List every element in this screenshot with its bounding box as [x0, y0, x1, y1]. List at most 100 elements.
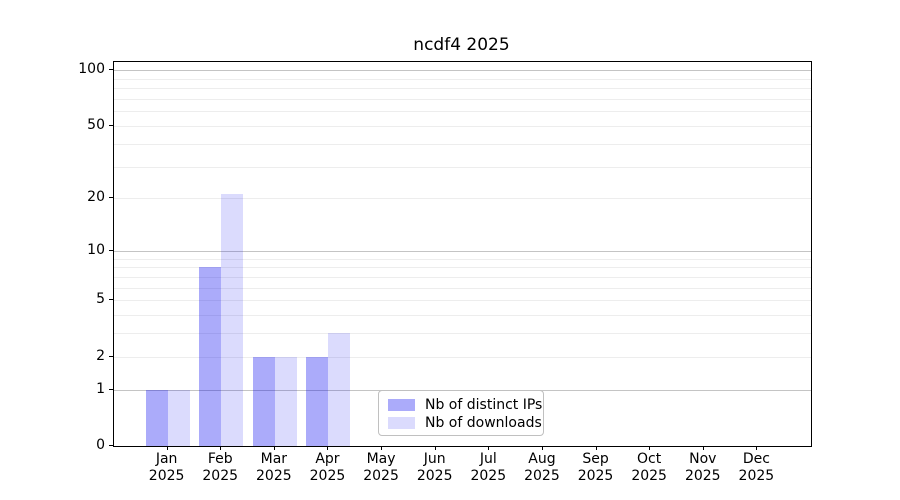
x-tick-mark — [166, 446, 168, 450]
x-tick-year: 2025 — [684, 468, 721, 484]
x-tick-mark — [756, 446, 758, 450]
legend-entry-downloads: Nb of downloads — [388, 414, 543, 432]
y-tick-mark — [109, 197, 113, 199]
x-tick-month: Jun — [423, 451, 446, 467]
x-tick-year: 2025 — [256, 468, 292, 484]
y-tick-mark — [109, 355, 113, 357]
x-tick-year: 2025 — [309, 468, 346, 484]
x-tick-year: 2025 — [416, 468, 453, 484]
bar-distinct-ips — [145, 389, 168, 446]
y-tick-mark — [109, 125, 113, 127]
legend-swatch-distinct-ips — [388, 399, 415, 411]
x-tick-label: Mar 2025 — [242, 451, 306, 485]
bar-distinct-ips — [306, 356, 329, 446]
x-tick-month: Nov — [689, 451, 717, 467]
y-tick-label: 2 — [96, 347, 105, 364]
minor-gridline — [114, 267, 811, 269]
bar-downloads — [167, 389, 190, 446]
x-tick-label: May 2025 — [349, 451, 413, 485]
x-tick-label: Jan 2025 — [135, 451, 199, 485]
x-tick-year: 2025 — [577, 468, 614, 484]
minor-gridline — [114, 126, 811, 128]
chart-title: ncdf4 2025 — [413, 35, 510, 55]
x-tick-year: 2025 — [524, 468, 560, 484]
minor-gridline — [114, 356, 811, 358]
x-tick-month: May — [366, 451, 396, 467]
x-tick-month: Oct — [637, 451, 662, 467]
bar-distinct-ips — [252, 356, 275, 446]
x-tick-year: 2025 — [738, 468, 775, 484]
major-gridline — [114, 70, 811, 72]
minor-gridline — [114, 300, 811, 302]
bar-downloads — [328, 333, 351, 446]
plot-area — [113, 61, 812, 447]
y-tick-mark — [109, 69, 113, 71]
x-tick-month: Aug — [528, 451, 556, 467]
x-tick-mark — [434, 446, 436, 450]
major-gridline — [114, 250, 811, 252]
x-tick-month: Apr — [315, 451, 340, 467]
x-tick-year: 2025 — [148, 468, 185, 484]
x-tick-label: Jun 2025 — [403, 451, 467, 485]
x-tick-year: 2025 — [202, 468, 239, 484]
legend-swatch-downloads — [388, 417, 415, 429]
x-tick-label: Feb 2025 — [188, 451, 252, 485]
x-tick-label: Oct 2025 — [617, 451, 681, 485]
legend-entry-distinct-ips: Nb of distinct IPs — [388, 396, 543, 414]
y-tick-label: 100 — [78, 61, 105, 78]
x-tick-mark — [541, 446, 543, 450]
y-tick-label: 0 — [96, 437, 105, 453]
minor-gridline — [114, 88, 811, 90]
x-tick-year: 2025 — [363, 468, 399, 484]
x-tick-mark — [702, 446, 704, 450]
x-tick-mark — [327, 446, 329, 450]
minor-gridline — [114, 143, 811, 145]
minor-gridline — [114, 276, 811, 278]
x-tick-mark — [381, 446, 383, 450]
x-tick-mark — [649, 446, 651, 450]
x-tick-mark — [488, 446, 490, 450]
x-tick-month: Jan — [155, 451, 178, 467]
minor-gridline — [114, 258, 811, 260]
minor-gridline — [114, 99, 811, 101]
minor-gridline — [114, 111, 811, 113]
x-tick-mark — [220, 446, 222, 450]
y-tick-label: 5 — [96, 291, 105, 308]
legend: Nb of distinct IPs Nb of downloads — [378, 390, 544, 436]
x-tick-mark — [273, 446, 275, 450]
x-tick-label: Dec 2025 — [724, 451, 788, 485]
legend-label-distinct-ips: Nb of distinct IPs — [425, 397, 543, 413]
y-tick-mark — [109, 445, 113, 446]
x-tick-month: Dec — [742, 451, 770, 467]
y-tick-label: 20 — [87, 189, 105, 206]
x-tick-year: 2025 — [470, 468, 507, 484]
x-tick-label: Sep 2025 — [564, 451, 628, 485]
x-tick-month: Sep — [582, 451, 609, 467]
bar-downloads — [221, 194, 244, 446]
y-tick-label: 10 — [87, 241, 105, 258]
x-tick-month: Mar — [260, 451, 288, 467]
y-tick-mark — [109, 299, 113, 301]
legend-label-downloads: Nb of downloads — [425, 415, 542, 431]
minor-gridline — [114, 166, 811, 168]
bar-distinct-ips — [199, 267, 222, 446]
minor-gridline — [114, 287, 811, 289]
bar-downloads — [274, 356, 297, 446]
minor-gridline — [114, 198, 811, 200]
y-tick-mark — [109, 388, 113, 390]
minor-gridline — [114, 333, 811, 335]
y-tick-mark — [109, 249, 113, 251]
x-tick-label: Jul 2025 — [456, 451, 520, 485]
y-tick-label: 50 — [87, 117, 105, 134]
x-tick-label: Aug 2025 — [510, 451, 574, 485]
x-tick-label: Apr 2025 — [295, 451, 359, 485]
x-tick-year: 2025 — [631, 468, 667, 484]
minor-gridline — [114, 78, 811, 80]
y-tick-label: 1 — [96, 380, 105, 397]
minor-gridline — [114, 315, 811, 317]
x-tick-mark — [595, 446, 597, 450]
x-tick-label: Nov 2025 — [671, 451, 735, 485]
x-tick-month: Feb — [207, 451, 233, 467]
x-tick-month: Jul — [479, 451, 497, 467]
